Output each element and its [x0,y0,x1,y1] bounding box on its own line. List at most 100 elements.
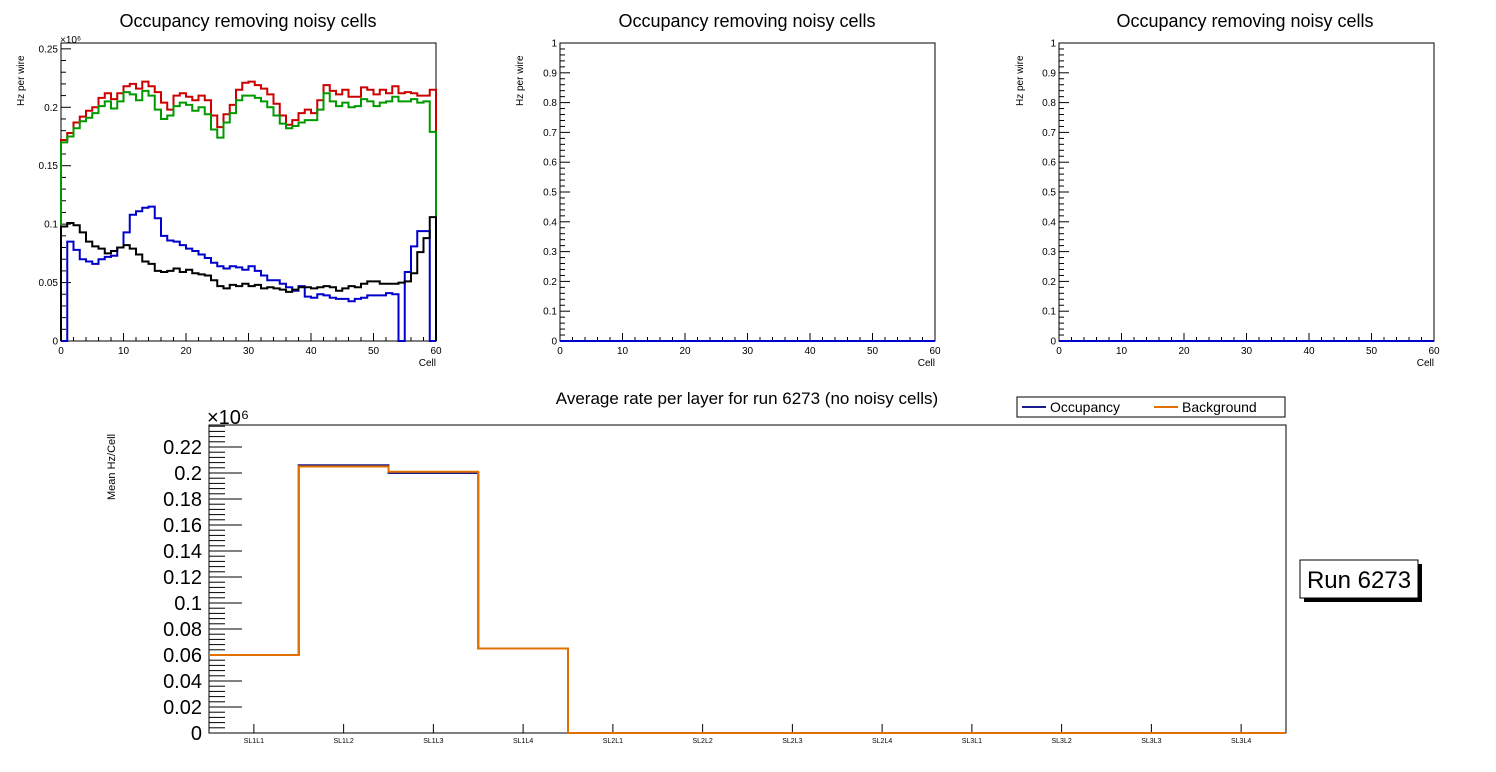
panel-top-right-xlabel: Cell [1417,358,1434,369]
series-red-line [60,80,437,341]
y-tick-label: 0 [551,337,557,348]
y-tick-label: 0.4 [543,217,557,228]
panel-top-middle-title: Occupancy removing noisy cells [618,11,875,31]
y-tick-label: 0.3 [543,247,557,258]
x-tick-label: 40 [1303,346,1315,357]
x-tick-label: 30 [742,346,754,357]
x-tick-label: 60 [929,346,941,357]
y-tick-label: 0.25 [39,44,59,55]
panel-top-right-ylabel: Hz per wire [1015,55,1026,106]
x-tick-label: 30 [243,346,255,357]
y-tick-label: 0.9 [543,68,557,79]
y-tick-label: 0.6 [543,158,557,169]
x-tick-label: 30 [1241,346,1253,357]
x-tick-label: 10 [118,346,130,357]
panel-top-left-title: Occupancy removing noisy cells [119,11,376,31]
y-tick-label: 0.05 [39,278,59,289]
panel-top-left: Occupancy removing noisy cells Hz per wi… [16,11,442,369]
panel-top-middle: Occupancy removing noisy cells Hz per wi… [515,11,941,369]
y-tick-label: 0.6 [1042,158,1056,169]
x-tick-label: 20 [679,346,691,357]
y-tick-label: 1 [551,39,557,50]
panel-top-left-xlabel: Cell [419,358,436,369]
x-tick-label: 40 [804,346,816,357]
y-tick-label: 0.1 [174,593,202,615]
plot-frame [1058,42,1435,342]
y-tick-label: 0.9 [1042,68,1056,79]
panel-bottom-title: Average rate per layer for run 6273 (no … [556,389,938,408]
x-category-label: SL1L3 [423,738,443,745]
x-category-label: SL2L4 [872,738,892,745]
x-category-label: SL3L1 [962,738,982,745]
y-tick-label: 0.08 [163,619,202,641]
x-category-label: SL2L3 [782,738,802,745]
y-tick-label: 0.5 [1042,188,1056,199]
y-tick-label: 0 [52,337,58,348]
series-black-line [60,216,437,341]
y-tick-label: 0.18 [163,489,202,511]
y-tick-label: 0.04 [163,671,202,693]
x-category-label: SL3L3 [1141,738,1161,745]
y-tick-label: 1 [1050,39,1056,50]
x-category-label: SL3L4 [1231,738,1251,745]
series-occupancy-line [209,464,1286,734]
x-category-label: SL1L4 [513,738,533,745]
x-tick-label: 0 [58,346,64,357]
legend-box [1016,396,1286,418]
x-tick-label: 0 [557,346,563,357]
legend-occupancy-label: Occupancy [1050,399,1120,415]
panel-top-left-multiplier: ×10⁶ [60,35,81,46]
y-tick-label: 0.1 [543,307,557,318]
panel-top-middle-ylabel: Hz per wire [515,55,526,106]
y-tick-label: 0.8 [1042,98,1056,109]
y-tick-label: 0.2 [174,463,202,485]
y-tick-label: 0.02 [163,697,202,719]
run-label-frame [1299,559,1419,599]
y-tick-label: 0.06 [163,645,202,667]
y-tick-label: 0.12 [163,567,202,589]
series-background-line [209,465,1286,734]
x-tick-label: 40 [305,346,317,357]
x-category-label: SL1L1 [244,738,264,745]
x-category-label: SL2L1 [603,738,623,745]
panel-top-left-ylabel: Hz per wire [16,55,27,106]
y-tick-label: 0.14 [163,541,202,563]
y-tick-label: 0.2 [543,277,557,288]
x-tick-label: 50 [1366,346,1378,357]
run-label-box: Run 6273 [1299,559,1422,602]
panel-top-right: Occupancy removing noisy cells Hz per wi… [1015,11,1440,369]
x-tick-label: 60 [1428,346,1440,357]
panel-bottom-multiplier: ×10⁶ [207,407,249,429]
y-tick-label: 0.22 [163,437,202,459]
y-tick-label: 0.16 [163,515,202,537]
y-tick-label: 0.7 [543,128,557,139]
panel-bottom-ylabel: Mean Hz/Cell [106,434,118,500]
y-tick-label: 0 [191,723,202,745]
x-tick-label: 10 [1116,346,1128,357]
y-tick-label: 0.8 [543,98,557,109]
plot-frame [208,424,1287,734]
y-tick-label: 0.7 [1042,128,1056,139]
y-tick-label: 0.1 [1042,307,1056,318]
panel-top-middle-xlabel: Cell [918,358,935,369]
x-tick-label: 10 [617,346,629,357]
y-tick-label: 0.2 [1042,277,1056,288]
x-category-label: SL2L2 [693,738,713,745]
run-label-text: Run 6273 [1307,567,1411,594]
x-tick-label: 50 [867,346,879,357]
x-tick-label: 60 [430,346,442,357]
x-tick-label: 20 [180,346,192,357]
legend-background-label: Background [1182,399,1257,415]
y-tick-label: 0.15 [39,161,59,172]
x-category-label: SL1L2 [334,738,354,745]
legend: Occupancy Background [1016,396,1286,418]
y-tick-label: 0.1 [44,220,58,231]
x-category-label: SL3L2 [1052,738,1072,745]
panel-bottom: Average rate per layer for run 6273 (no … [106,389,1287,745]
y-tick-label: 0.3 [1042,247,1056,258]
x-tick-label: 50 [368,346,380,357]
x-tick-label: 20 [1178,346,1190,357]
plot-frame [559,42,936,342]
series-green-line [60,89,437,341]
